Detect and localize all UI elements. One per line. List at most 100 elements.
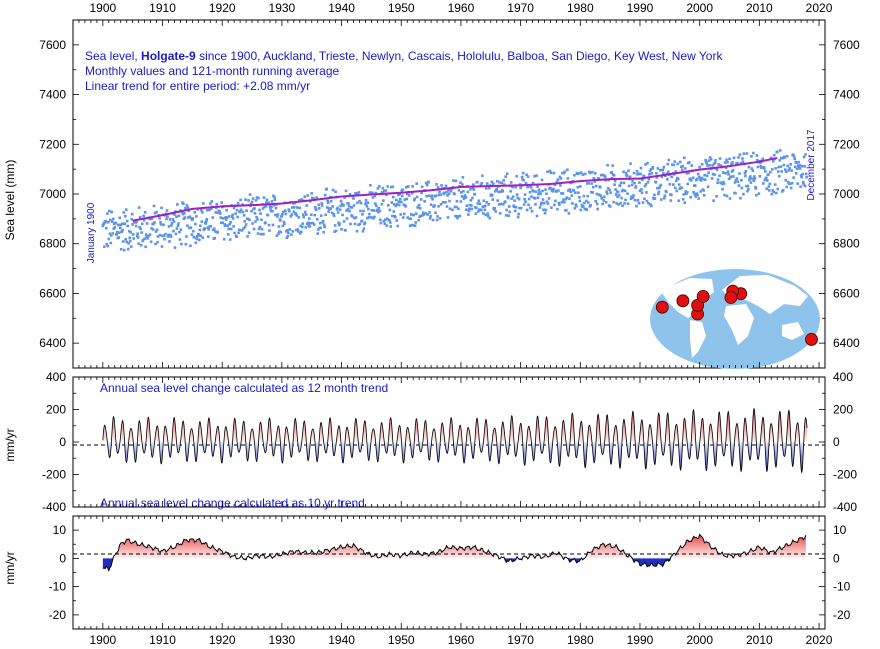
- monthly-value-point: [658, 186, 661, 190]
- monthly-value-point: [363, 222, 366, 226]
- monthly-value-point: [186, 206, 190, 209]
- monthly-value-point: [781, 188, 785, 192]
- monthly-value-point: [597, 193, 601, 196]
- monthly-value-point: [236, 201, 240, 205]
- monthly-value-point: [342, 220, 346, 223]
- monthly-value-point: [792, 176, 795, 179]
- monthly-value-point: [746, 184, 750, 188]
- monthly-value-point: [507, 214, 510, 218]
- monthly-value-point: [329, 207, 332, 211]
- monthly-value-point: [189, 226, 193, 230]
- monthly-value-point: [307, 217, 311, 220]
- monthly-value-point: [495, 179, 499, 183]
- monthly-value-point: [553, 183, 557, 187]
- monthly-value-point: [727, 173, 730, 176]
- monthly-value-point: [614, 193, 618, 196]
- y-tick-label-left: 200: [46, 403, 66, 417]
- monthly-value-point: [679, 165, 683, 169]
- tide-gauge-markers: [655, 284, 818, 346]
- monthly-value-point: [798, 163, 801, 167]
- monthly-value-point: [546, 170, 549, 174]
- monthly-value-point: [516, 215, 520, 219]
- monthly-value-point: [391, 185, 395, 189]
- monthly-value-point: [335, 208, 339, 211]
- monthly-value-point: [538, 206, 542, 209]
- monthly-value-point: [578, 199, 582, 203]
- x-tick-label-top: 1920: [209, 1, 236, 15]
- monthly-value-point: [453, 192, 456, 196]
- monthly-value-point: [514, 185, 517, 189]
- monthly-value-point: [567, 212, 571, 215]
- monthly-value-point: [759, 164, 763, 168]
- monthly-value-point: [180, 242, 183, 246]
- monthly-value-point: [380, 202, 384, 206]
- monthly-value-point: [435, 183, 438, 186]
- monthly-value-point: [295, 228, 298, 232]
- monthly-value-point: [703, 173, 706, 177]
- monthly-value-point: [120, 222, 124, 226]
- monthly-value-point: [231, 217, 235, 220]
- monthly-value-point: [468, 203, 472, 207]
- y-tick-label-left: 7000: [39, 187, 66, 201]
- monthly-value-point: [716, 178, 720, 181]
- monthly-value-point: [338, 222, 341, 226]
- monthly-value-point: [561, 192, 565, 195]
- monthly-value-point: [576, 172, 579, 176]
- monthly-value-point: [593, 180, 597, 183]
- monthly-value-point: [466, 190, 470, 194]
- monthly-value-point: [110, 210, 114, 214]
- monthly-value-point: [534, 190, 538, 193]
- monthly-value-point: [445, 205, 449, 208]
- monthly-value-point: [644, 163, 647, 166]
- monthly-value-point: [398, 192, 402, 196]
- monthly-value-point: [361, 229, 365, 233]
- monthly-value-point: [672, 163, 676, 167]
- monthly-value-point: [374, 202, 377, 205]
- monthly-value-point: [431, 197, 434, 201]
- monthly-value-point: [654, 180, 658, 184]
- monthly-value-point: [731, 161, 734, 164]
- monthly-value-point: [495, 187, 499, 191]
- monthly-value-point: [648, 169, 652, 173]
- monthly-value-point: [270, 200, 274, 203]
- monthly-value-point: [272, 203, 276, 207]
- monthly-value-point: [225, 208, 228, 212]
- monthly-value-point: [358, 199, 361, 203]
- monthly-value-point: [648, 173, 651, 176]
- monthly-value-point: [785, 185, 789, 189]
- monthly-value-point: [106, 212, 109, 215]
- monthly-value-point: [296, 206, 299, 209]
- monthly-value-point: [799, 174, 803, 177]
- monthly-value-point: [655, 171, 658, 175]
- monthly-value-point: [574, 191, 577, 195]
- monthly-value-point: [423, 200, 426, 203]
- monthly-value-point: [563, 200, 566, 204]
- monthly-value-point: [700, 176, 703, 180]
- end-date-label: December 2017: [806, 129, 817, 201]
- monthly-value-point: [202, 202, 205, 205]
- monthly-value-point: [351, 215, 354, 218]
- monthly-value-point: [102, 222, 106, 225]
- monthly-value-point: [207, 228, 211, 231]
- monthly-value-point: [173, 246, 177, 249]
- monthly-value-point: [143, 237, 146, 240]
- x-tick-label-top: 1950: [388, 1, 415, 15]
- monthly-value-point: [387, 203, 390, 207]
- monthly-value-point: [511, 195, 515, 198]
- monthly-value-point: [149, 240, 153, 244]
- monthly-value-point: [388, 208, 392, 212]
- monthly-value-point: [651, 165, 655, 169]
- monthly-value-point: [541, 198, 545, 201]
- monthly-value-point: [114, 221, 118, 225]
- monthly-value-point: [470, 204, 473, 207]
- monthly-value-point: [199, 224, 202, 228]
- monthly-value-point: [649, 203, 652, 206]
- tide-gauge-marker: [724, 291, 738, 304]
- monthly-value-point: [656, 186, 659, 190]
- monthly-value-point: [103, 245, 106, 248]
- monthly-value-point: [155, 210, 158, 214]
- monthly-value-point: [245, 209, 248, 212]
- monthly-value-point: [371, 191, 374, 195]
- monthly-value-point: [630, 195, 633, 199]
- monthly-value-point: [327, 210, 330, 213]
